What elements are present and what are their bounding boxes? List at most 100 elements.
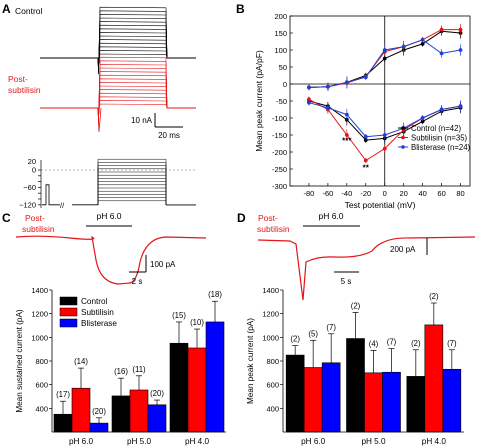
sustained-current-bar-chart: 400 600 800 1000 1200 1400 Mean sustained curr…: [15, 286, 226, 446]
b-y-tick-label: -150: [272, 131, 287, 140]
b-series-1-point: [363, 158, 368, 163]
protocol-tick-label: 20: [28, 157, 36, 166]
d-bar: [321, 362, 341, 433]
d-category-label: pH 4.0: [422, 437, 447, 446]
subtilisin-current-traces: [40, 56, 196, 133]
c-category-label: pH 6.0: [69, 437, 94, 446]
current-scale-label: 10 nA: [131, 116, 153, 125]
panel-a: A Control Post- subtilisin 10 nA 20 ms 2…: [2, 2, 196, 210]
c-bar: [205, 321, 225, 433]
b-x-tick-label: 20: [400, 189, 408, 198]
b-x-tick-label: -20: [360, 189, 371, 198]
subtilisin-trace: [40, 56, 196, 125]
b-x-tick-label: -60: [322, 189, 333, 198]
d-n-label: (2): [411, 339, 421, 348]
d-n-label: (2): [290, 335, 300, 344]
c-legend-swatch: [59, 307, 78, 317]
protocol-step: [97, 171, 196, 206]
c-category-label: pH 5.0: [127, 437, 152, 446]
c-n-label: (16): [114, 367, 128, 376]
b-x-tick-label: 0: [383, 189, 387, 198]
b-series-1-point: [382, 146, 387, 151]
d-bar: [424, 324, 444, 433]
b-y-tick-label: 150: [274, 29, 287, 38]
b-y-tick-label: -250: [272, 165, 287, 174]
b-series-2-point: [325, 105, 330, 110]
protocol-step: [97, 200, 196, 206]
post-subtilisin-label-line2: subtilisin: [8, 85, 41, 95]
protocol-tick-label: 0: [32, 166, 36, 175]
control-trace: [40, 24, 196, 71]
b-series-2-point: [325, 84, 330, 89]
panel-d: D Post- subtilisin pH 6.0 200 pA 5 s 400…: [237, 211, 476, 446]
b-series-0-point: [382, 56, 387, 61]
d-bar: [442, 368, 462, 433]
control-trace: [40, 28, 196, 70]
panel-a-letter: A: [2, 2, 11, 16]
b-series-2-point: [382, 48, 387, 52]
b-series-1-point: [439, 27, 444, 32]
subtilisin-trace: [40, 89, 196, 118]
c-n-label: (18): [208, 290, 222, 299]
d-y-tick-label: 400: [266, 404, 279, 413]
d-n-label: (5): [308, 329, 318, 338]
b-legend-entry: Blisterase (n=24): [411, 143, 471, 152]
b-legend-marker: [401, 145, 405, 149]
b-series-2-point: [344, 112, 349, 117]
protocol-step: [97, 187, 196, 206]
b-series-2-point: [439, 107, 444, 112]
c-legend-swatch: [59, 296, 78, 306]
c-n-label: (10): [190, 318, 204, 327]
control-trace: [40, 10, 196, 74]
c-legend-entry: Blisterase: [81, 319, 117, 328]
d-current-trace: [257, 236, 476, 301]
c-y-tick-label: 400: [35, 404, 48, 413]
panel-c-letter: C: [2, 211, 11, 225]
control-trace: [40, 6, 196, 75]
post-subtilisin-label-line1: Post-: [8, 74, 28, 84]
d-y-tick-label: 1400: [262, 286, 279, 295]
d-trace-label-line2: subtilisin: [257, 224, 290, 234]
d-time-scale-label: 5 s: [341, 277, 352, 286]
b-series-2-point: [344, 80, 349, 85]
b-x-tick-label: 40: [418, 189, 426, 198]
c-n-label: (20): [92, 407, 106, 416]
c-y-axis-label: Mean sustained current (pA): [15, 309, 24, 413]
b-series-2-point: [382, 133, 387, 137]
control-trace: [40, 17, 196, 73]
b-series-2-point: [458, 104, 463, 108]
b-plot-frame: [289, 15, 471, 187]
b-y-tick-label: 100: [274, 46, 287, 55]
c-bar: [111, 395, 131, 433]
b-series-0-point: [420, 41, 425, 46]
d-bar: [285, 354, 305, 433]
protocol-step: [97, 190, 196, 206]
d-n-label: (2): [429, 292, 439, 301]
b-series-0-point: [363, 138, 368, 143]
b-x-tick-label: 80: [456, 189, 464, 198]
control-trace: [40, 39, 196, 68]
b-y-axis-label: Mean peak current (pA/pF): [254, 50, 264, 152]
panel-b-letter: B: [236, 2, 245, 16]
b-y-tick-label: 200: [274, 12, 287, 21]
protocol-prepulse: [42, 184, 60, 206]
b-significance-annotation: ***: [342, 137, 352, 146]
b-legend-entry: Control (n=42): [411, 124, 461, 133]
b-series-2-point: [363, 134, 368, 139]
protocol-step: [97, 165, 196, 206]
subtilisin-trace: [40, 103, 196, 115]
control-trace: [40, 35, 196, 69]
protocol-step: [97, 158, 196, 206]
d-category-label: pH 6.0: [301, 437, 326, 446]
c-current-scale-label: 100 pA: [150, 260, 176, 269]
protocol-tick-label: −120: [19, 200, 36, 209]
subtilisin-trace: [40, 67, 196, 123]
subtilisin-trace: [40, 96, 196, 116]
b-significance-annotation: **: [363, 164, 370, 173]
c-bar: [71, 387, 91, 433]
b-series-1-point: [307, 97, 311, 102]
c-bar: [169, 342, 189, 433]
d-bar: [382, 371, 401, 433]
c-legend-entry: Subtilisin: [81, 308, 114, 317]
